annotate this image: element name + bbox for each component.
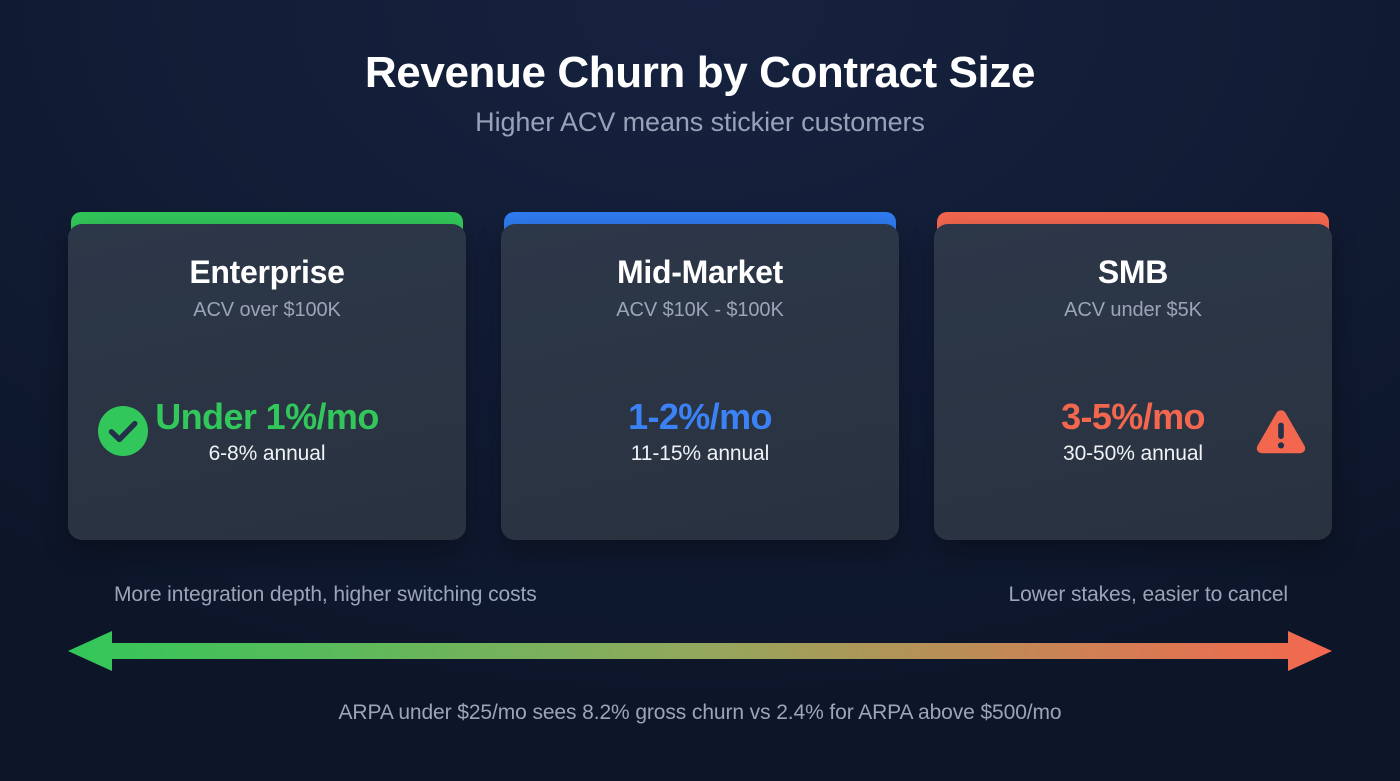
card-acv-range: ACV $10K - $100K [616, 298, 784, 321]
card-stat-texts: 3-5%/mo 30-50% annual [1061, 395, 1205, 466]
card-stat-texts: 1-2%/mo 11-15% annual [628, 395, 772, 466]
card-annual-churn: 30-50% annual [1063, 442, 1203, 465]
card-monthly-churn: Under 1%/mo [155, 395, 379, 437]
check-circle-icon [96, 404, 150, 458]
segment-card-enterprise: Enterprise ACV over $100K Under 1%/mo 6-… [68, 212, 466, 540]
card-annual-churn: 6-8% annual [208, 442, 326, 465]
card-acv-range: ACV over $100K [193, 298, 341, 321]
spectrum-label-left: More integration depth, higher switching… [114, 583, 537, 606]
warning-triangle-icon [1254, 404, 1308, 458]
page-title: Revenue Churn by Contract Size [364, 48, 1036, 97]
segment-card-group: Enterprise ACV over $100K Under 1%/mo 6-… [68, 212, 1332, 540]
card-monthly-churn: 3-5%/mo [1061, 395, 1205, 437]
card-body: Mid-Market ACV $10K - $100K 1-2%/mo 11-1… [501, 224, 899, 540]
card-acv-range: ACV under $5K [1064, 298, 1202, 321]
card-segment-name: Mid-Market [617, 254, 783, 290]
card-annual-churn: 11-15% annual [630, 442, 770, 465]
card-segment-name: SMB [1097, 254, 1169, 290]
card-stat-block: 1-2%/mo 11-15% annual [523, 395, 877, 466]
segment-card-smb: SMB ACV under $5K 3-5%/mo 30-50% annual [934, 212, 1332, 540]
card-body: SMB ACV under $5K 3-5%/mo 30-50% annual [934, 224, 1332, 540]
bidirectional-arrow-icon [68, 631, 1332, 671]
spectrum-label-right: Lower stakes, easier to cancel [1008, 583, 1289, 606]
spectrum-labels: More integration depth, higher switching… [68, 583, 1332, 617]
card-stat-block: Under 1%/mo 6-8% annual [90, 395, 444, 466]
segment-card-mid-market: Mid-Market ACV $10K - $100K 1-2%/mo 11-1… [501, 212, 899, 540]
churn-spectrum: More integration depth, higher switching… [68, 583, 1332, 673]
page-subtitle: Higher ACV means stickier customers [475, 107, 925, 138]
footnote: ARPA under $25/mo sees 8.2% gross churn … [338, 701, 1062, 724]
card-stat-block: 3-5%/mo 30-50% annual [956, 395, 1310, 466]
card-body: Enterprise ACV over $100K Under 1%/mo 6-… [68, 224, 466, 540]
card-segment-name: Enterprise [189, 254, 345, 290]
card-stat-texts: Under 1%/mo 6-8% annual [155, 395, 379, 466]
header: Revenue Churn by Contract Size Higher AC… [0, 48, 1400, 138]
card-monthly-churn: 1-2%/mo [628, 395, 772, 437]
